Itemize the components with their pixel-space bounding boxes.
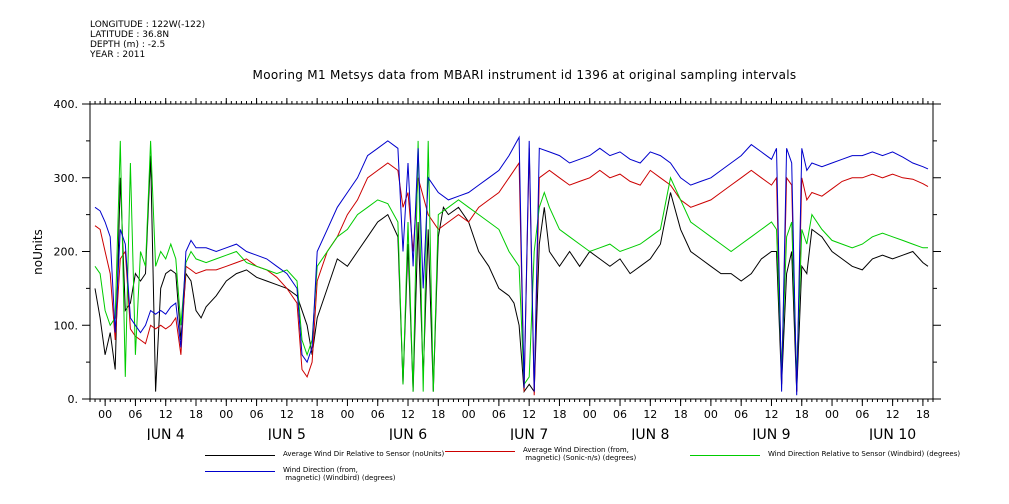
y-tick-label: 100. — [54, 319, 79, 332]
x-day-label: JUN 8 — [630, 427, 669, 440]
series-line-2 — [94, 140, 928, 392]
x-day-label: JUN 4 — [146, 427, 185, 440]
axes: 00 06 12 18 00 06 12 18 00 06 12 18 00 06 12 18 00 06 12 18… — [54, 98, 941, 440]
x-tick-label: 00 — [825, 408, 839, 421]
x-tick-label: 18 — [189, 408, 203, 421]
series-line-1 — [94, 148, 929, 396]
y-axis-label: noUnits — [31, 229, 45, 275]
x-tick-label: 00 — [462, 408, 476, 421]
x-day-label: JUN 10 — [868, 427, 916, 440]
x-tick-label: 12 — [643, 408, 657, 421]
x-tick-label: 00 — [98, 408, 112, 421]
x-tick-label: 18 — [674, 408, 688, 421]
x-tick-label: 06 — [855, 408, 869, 421]
depth-text: DEPTH (m) : -2.5 — [90, 40, 166, 50]
legend-swatch — [205, 455, 275, 456]
year-text: YEAR : 2011 — [90, 50, 146, 60]
x-tick-label: 00 — [340, 408, 354, 421]
x-tick-label: 06 — [250, 408, 264, 421]
series-line-3 — [94, 135, 929, 396]
series-line-0 — [94, 155, 929, 394]
y-tick-label: 300. — [54, 172, 79, 185]
legend-label: Average Wind Dir Relative to Sensor (noU… — [283, 450, 445, 458]
x-tick-label: 06 — [613, 408, 627, 421]
chart-title: Mooring M1 Metsys data from MBARI instru… — [252, 68, 797, 82]
legend-swatch — [690, 455, 760, 456]
x-day-label: JUN 5 — [267, 427, 306, 440]
legend: Average Wind Dir Relative to Sensor (noU… — [0, 440, 1009, 500]
legend-label: Average Wind Direction (from, magnetic) … — [523, 446, 637, 462]
x-tick-label: 00 — [219, 408, 233, 421]
x-tick-label: 06 — [492, 408, 506, 421]
x-tick-label: 12 — [764, 408, 778, 421]
legend-label: Wind Direction (from, magnetic) (Windbir… — [283, 466, 396, 482]
y-tick-label: 400. — [54, 98, 79, 111]
x-tick-label: 12 — [401, 408, 415, 421]
y-tick-label: 0. — [68, 393, 79, 406]
x-tick-label: 12 — [159, 408, 173, 421]
x-day-label: JUN 9 — [751, 427, 790, 440]
y-tick-label: 200. — [54, 246, 79, 259]
x-tick-label: 06 — [371, 408, 385, 421]
x-tick-label: 12 — [522, 408, 536, 421]
x-tick-label: 06 — [734, 408, 748, 421]
x-tick-label: 18 — [431, 408, 445, 421]
x-tick-label: 18 — [310, 408, 324, 421]
x-day-label: JUN 7 — [509, 427, 548, 440]
x-tick-label: 18 — [795, 408, 809, 421]
series-group — [94, 135, 929, 396]
x-tick-label: 18 — [916, 408, 930, 421]
legend-swatch — [445, 451, 515, 452]
metadata-block: LONGITUDE : 122W(-122) LATITUDE : 36.8N … — [90, 20, 205, 60]
longitude-text: LONGITUDE : 122W(-122) — [90, 20, 206, 30]
x-tick-label: 12 — [280, 408, 294, 421]
line-chart: 00 06 12 18 00 06 12 18 00 06 12 18 00 06 12 18 00 06 12 18… — [31, 98, 941, 440]
x-tick-label: 06 — [128, 408, 142, 421]
legend-swatch — [205, 471, 275, 472]
legend-label: Wind Direction Relative to Sensor (Windb… — [768, 450, 961, 458]
x-tick-label: 00 — [704, 408, 718, 421]
latitude-text: LATITUDE : 36.8N — [90, 30, 170, 40]
x-tick-label: 00 — [583, 408, 597, 421]
x-tick-label: 12 — [886, 408, 900, 421]
x-day-label: JUN 6 — [388, 427, 427, 440]
x-tick-label: 18 — [552, 408, 566, 421]
